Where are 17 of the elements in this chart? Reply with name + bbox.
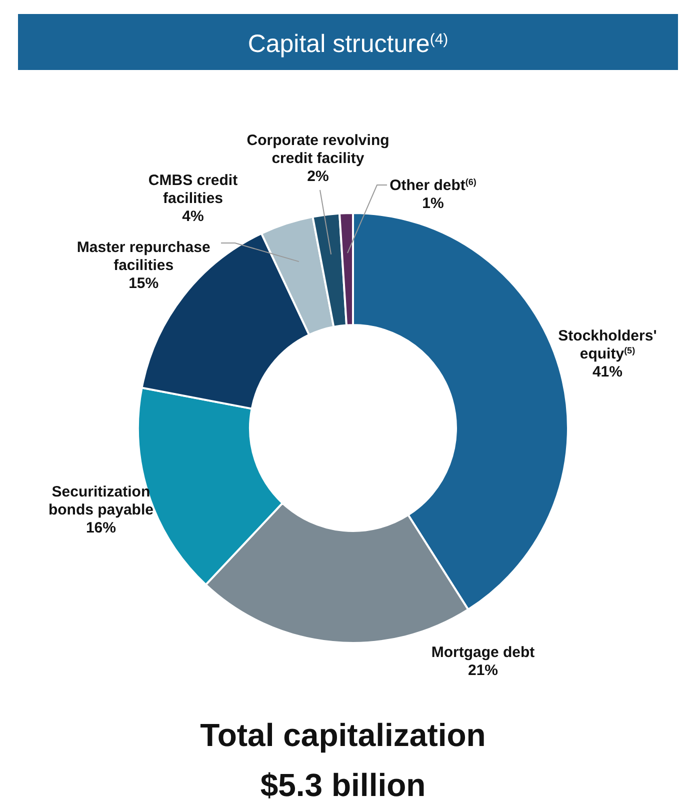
data-label: 4% — [182, 208, 204, 225]
text: Total capitalization — [200, 717, 486, 753]
slice-label: Stockholders' equity$^{(5)}$ — [558, 328, 657, 363]
text: $5.3 billion — [260, 767, 426, 803]
data-label: 41% — [592, 364, 622, 381]
slice-label: Master repurchase facilities — [76, 239, 210, 274]
slice-label: Mortgage debt — [431, 644, 535, 661]
data-label: 1% — [422, 195, 444, 212]
slice-label: Other debt$^{(6)}$ — [390, 177, 476, 194]
data-label: 16% — [86, 519, 116, 536]
slice-label: Securitization bonds payable — [48, 483, 154, 518]
data-label: 21% — [468, 662, 498, 679]
chart-title: Capital structure$^{(4)}$ — [248, 30, 448, 58]
data-label: 2% — [307, 168, 329, 185]
slice-label: CMBS credit facilities — [148, 172, 238, 207]
slice-label: Corporate revolving credit facility — [246, 132, 390, 167]
data-label: 15% — [128, 275, 159, 292]
